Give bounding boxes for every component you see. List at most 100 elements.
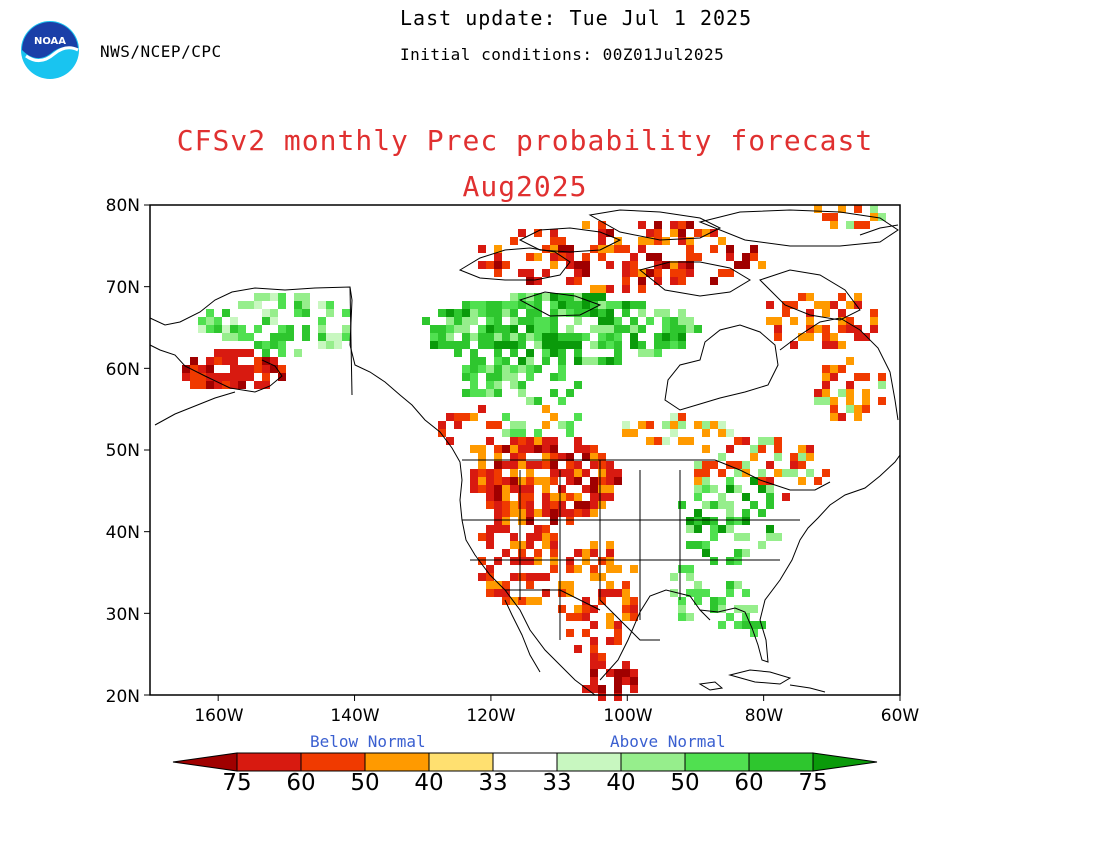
probability-cell xyxy=(734,461,742,469)
probability-cell xyxy=(606,581,614,589)
probability-cell xyxy=(502,517,510,525)
probability-cell xyxy=(566,581,574,589)
probability-cell xyxy=(758,261,766,269)
probability-cell xyxy=(502,373,510,381)
probability-cell xyxy=(726,245,734,253)
probability-cell xyxy=(862,373,870,381)
probability-cell xyxy=(710,461,718,469)
probability-cell xyxy=(822,213,830,221)
probability-cell xyxy=(518,477,526,485)
probability-cell xyxy=(526,373,534,381)
probability-cell xyxy=(558,485,566,493)
probability-cell xyxy=(494,501,502,509)
colorbar-tick-below-50: 50 xyxy=(350,770,380,796)
probability-cell xyxy=(550,509,558,517)
probability-cell xyxy=(518,437,526,445)
probability-cell xyxy=(542,293,550,301)
probability-cell xyxy=(198,325,206,333)
probability-cell xyxy=(846,301,854,309)
probability-cell xyxy=(462,365,470,373)
probability-cell xyxy=(678,413,686,421)
probability-cell xyxy=(630,685,638,693)
probability-cell xyxy=(726,477,734,485)
probability-cell xyxy=(230,365,238,373)
probability-cell xyxy=(494,477,502,485)
probability-cell xyxy=(598,469,606,477)
probability-cell xyxy=(590,637,598,645)
probability-cell xyxy=(606,613,614,621)
probability-cell xyxy=(582,685,590,693)
probability-cell xyxy=(806,317,814,325)
probability-cell xyxy=(518,597,526,605)
probability-cell xyxy=(582,501,590,509)
probability-cell xyxy=(470,357,478,365)
lon-label-160w: 160W xyxy=(194,706,244,726)
probability-cell xyxy=(758,485,766,493)
probability-cell xyxy=(214,373,222,381)
probability-cell xyxy=(574,613,582,621)
coastline xyxy=(698,209,899,247)
probability-cell xyxy=(574,437,582,445)
probability-cell xyxy=(486,333,494,341)
probability-cell xyxy=(630,605,638,613)
probability-cell xyxy=(774,317,782,325)
probability-cell xyxy=(566,301,574,309)
probability-cell xyxy=(798,477,806,485)
probability-cell xyxy=(590,653,598,661)
probability-cell xyxy=(550,477,558,485)
probability-cell xyxy=(198,317,206,325)
probability-cell xyxy=(774,333,782,341)
coastline xyxy=(859,224,899,236)
probability-cell xyxy=(606,333,614,341)
probability-cell xyxy=(246,301,254,309)
probability-cell xyxy=(462,373,470,381)
probability-cell xyxy=(598,477,606,485)
probability-cell xyxy=(494,357,502,365)
probability-cell xyxy=(638,349,646,357)
probability-cell xyxy=(510,373,518,381)
probability-cell xyxy=(790,461,798,469)
probability-cell xyxy=(606,589,614,597)
probability-cell xyxy=(318,333,326,341)
probability-cell xyxy=(294,293,302,301)
probability-cell xyxy=(238,301,246,309)
probability-cell xyxy=(254,341,262,349)
probability-cell xyxy=(694,229,702,237)
probability-cell xyxy=(598,485,606,493)
probability-cell xyxy=(718,469,726,477)
probability-cell xyxy=(470,413,478,421)
probability-cell xyxy=(598,661,606,669)
probability-cell xyxy=(494,445,502,453)
probability-cell xyxy=(422,317,430,325)
probability-cell xyxy=(494,421,502,429)
probability-cell xyxy=(526,477,534,485)
probability-cell xyxy=(598,357,606,365)
probability-cell xyxy=(822,309,830,317)
coastline xyxy=(638,261,751,297)
probability-cell xyxy=(638,421,646,429)
probability-cell xyxy=(478,365,486,373)
probability-cell xyxy=(838,341,846,349)
probability-cell xyxy=(814,205,822,213)
border-line xyxy=(599,599,660,641)
probability-cell xyxy=(534,229,542,237)
probability-cell xyxy=(478,309,486,317)
probability-cell xyxy=(478,453,486,461)
coastline xyxy=(149,344,283,393)
probability-cell xyxy=(462,317,470,325)
probability-cell xyxy=(686,573,694,581)
probability-cell xyxy=(686,317,694,325)
probability-cell xyxy=(638,285,646,293)
probability-cell xyxy=(582,613,590,621)
probability-cell xyxy=(478,357,486,365)
probability-cell xyxy=(750,501,758,509)
probability-cell xyxy=(446,341,454,349)
probability-cell xyxy=(566,469,574,477)
probability-cell xyxy=(606,357,614,365)
probability-cell xyxy=(494,557,502,565)
probability-cell xyxy=(510,421,518,429)
probability-cell xyxy=(246,373,254,381)
probability-cell xyxy=(534,301,542,309)
probability-cell xyxy=(686,437,694,445)
probability-cell xyxy=(758,509,766,517)
